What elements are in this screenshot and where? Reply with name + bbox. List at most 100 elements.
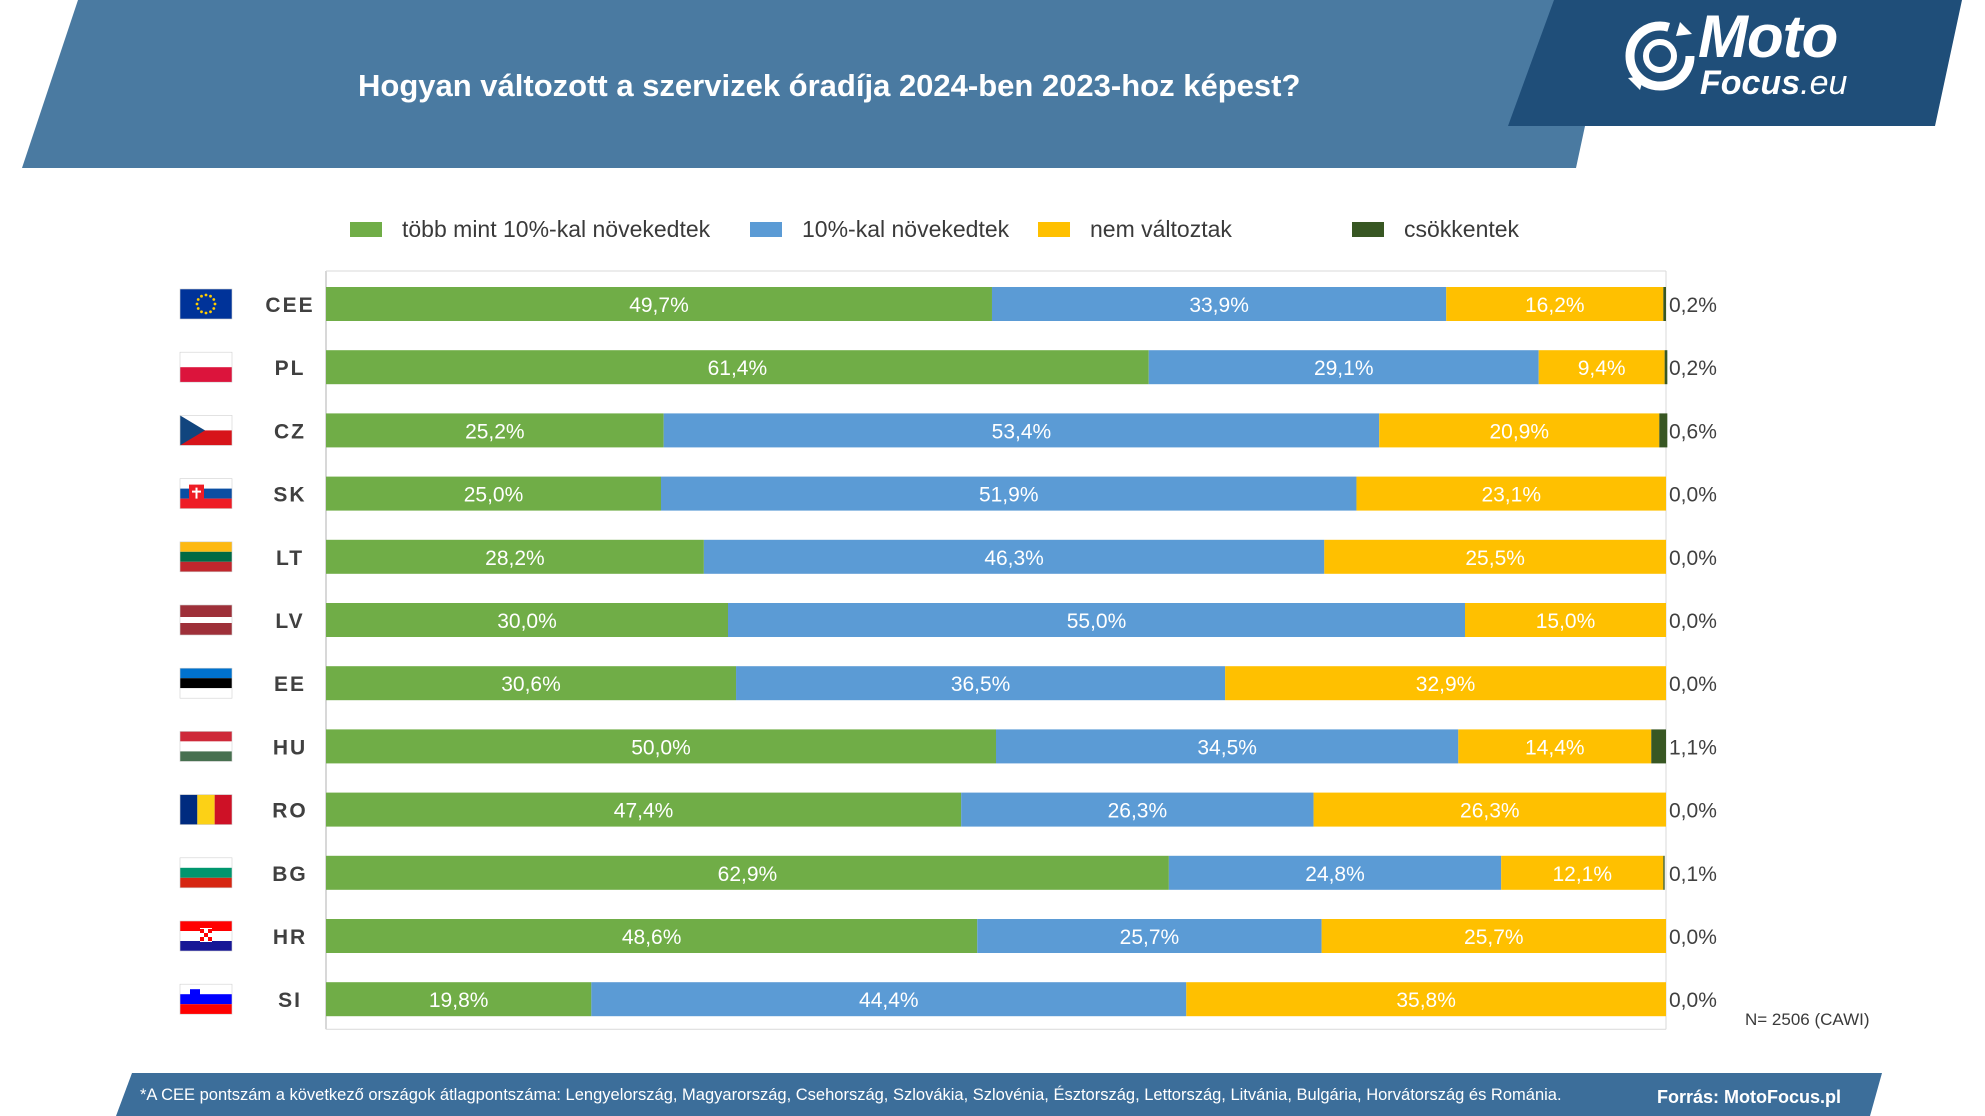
bar-segment — [326, 792, 962, 827]
header-band — [22, 0, 1962, 168]
logo-line2: Focus.eu — [1700, 66, 1847, 100]
category-label: CEE — [265, 294, 314, 317]
data-label: 0,0% — [1669, 926, 1717, 949]
flag-hr-icon — [179, 920, 233, 952]
data-label: 0,0% — [1669, 800, 1717, 823]
category-label: BG — [272, 863, 308, 886]
category-label: CZ — [274, 420, 306, 443]
flag-si-icon — [179, 983, 233, 1015]
data-label: 49,7% — [629, 294, 689, 317]
data-label: 29,1% — [1314, 357, 1374, 380]
bar-segment — [1659, 413, 1668, 448]
category-label: HU — [273, 736, 307, 759]
legend-swatch — [1038, 222, 1070, 237]
data-label: 62,9% — [718, 863, 778, 886]
data-label: 0,0% — [1669, 547, 1717, 570]
footer-band — [116, 1073, 1882, 1116]
legend-item-more-than-10: több mint 10%-kal növekedtek — [350, 216, 710, 243]
legend-item-decreased: csökkentek — [1352, 216, 1519, 243]
data-label: 50,0% — [631, 736, 691, 759]
logo-focus: Focus — [1700, 64, 1801, 102]
data-label: 26,3% — [1460, 800, 1520, 823]
data-label: 16,2% — [1525, 294, 1585, 317]
bar-segment — [996, 729, 1459, 764]
flag-lt-icon — [179, 541, 233, 573]
bar-segment — [991, 287, 1447, 321]
data-label: 25,7% — [1120, 926, 1180, 949]
logo-line1: Moto — [1698, 3, 1838, 70]
data-label: 12,1% — [1552, 863, 1612, 886]
bar-segment — [1148, 350, 1539, 385]
bar-segment — [1186, 982, 1666, 1017]
legend-item-unchanged: nem változtak — [1038, 216, 1232, 243]
flag-ee-icon — [179, 667, 233, 699]
bar-segment — [661, 476, 1357, 511]
data-label: 24,8% — [1305, 863, 1365, 886]
data-label: 23,1% — [1481, 484, 1541, 507]
bar-segment — [1168, 855, 1502, 890]
data-label: 35,8% — [1396, 989, 1456, 1012]
bar-segment — [736, 666, 1226, 701]
data-label: 0,0% — [1669, 610, 1717, 633]
bar-segment — [326, 350, 1149, 385]
chart-title: Hogyan változott a szervizek óradíja 202… — [358, 68, 1301, 103]
bar-segment — [326, 729, 996, 764]
bar-segment — [728, 603, 1465, 637]
sample-size: N= 2506 (CAWI) — [1745, 1010, 1870, 1029]
legend-item-up-to-10: 10%-kal növekedtek — [750, 216, 1009, 243]
data-label: 36,5% — [951, 673, 1011, 696]
bar-segment — [1501, 855, 1664, 890]
bar-segment — [961, 792, 1314, 827]
bar-segment — [326, 413, 664, 448]
flag-pl-icon — [179, 351, 233, 383]
data-label: 1,1% — [1669, 736, 1717, 759]
bar-segment — [1313, 792, 1666, 827]
legend-label: 10%-kal növekedtek — [802, 216, 1010, 242]
category-label: LV — [275, 610, 304, 633]
bar-segment — [326, 539, 704, 574]
legend-label: több mint 10%-kal növekedtek — [402, 216, 711, 242]
category-label: HR — [273, 926, 307, 949]
data-label: 61,4% — [708, 357, 768, 380]
stacked-bar-chart: CEE 49,7% 33,9% 16,2% 0,2% PL 61,4% 29,1% 9,4% 0,… — [179, 270, 1717, 1030]
bar-segment — [326, 603, 728, 637]
bar-segment — [663, 413, 1380, 448]
data-label: 0,2% — [1669, 294, 1717, 317]
data-label: 28,2% — [485, 547, 545, 570]
legend-swatch — [350, 222, 382, 237]
flag-ro-icon — [179, 794, 233, 825]
bar-segment — [1663, 855, 1665, 890]
category-label: RO — [272, 800, 308, 823]
logo: Moto Focus.eu — [1698, 3, 1847, 101]
bar-segment — [326, 666, 737, 701]
bar-segment — [1225, 666, 1666, 701]
data-label: 33,9% — [1189, 294, 1249, 317]
category-label: PL — [275, 357, 306, 380]
flag-eu-icon — [179, 288, 233, 320]
data-label: 9,4% — [1578, 357, 1626, 380]
bar-segment — [1324, 539, 1666, 574]
data-label: 51,9% — [979, 484, 1039, 507]
bar-segment — [1356, 476, 1666, 511]
flag-cz-icon — [179, 415, 233, 446]
flag-sk-icon — [179, 478, 233, 509]
data-label: 15,0% — [1536, 610, 1596, 633]
bar-segment — [1465, 603, 1666, 637]
bar-segment — [326, 287, 992, 321]
data-label: 53,4% — [992, 420, 1052, 443]
category-label: EE — [274, 673, 306, 696]
legend-swatch — [1352, 222, 1384, 237]
data-label: 25,5% — [1465, 547, 1525, 570]
data-label: 25,2% — [465, 420, 525, 443]
data-label: 0,6% — [1669, 420, 1717, 443]
flag-bg-icon — [179, 857, 233, 889]
footer-shape — [116, 1073, 1882, 1116]
bar-segment — [326, 919, 978, 953]
data-label: 19,8% — [429, 989, 489, 1012]
data-label: 55,0% — [1067, 610, 1127, 633]
logo-gear-icon — [1625, 21, 1695, 91]
data-label: 25,7% — [1464, 926, 1524, 949]
bar-segment — [1538, 350, 1665, 385]
data-label: 25,0% — [464, 484, 524, 507]
bar-segment — [1379, 413, 1660, 448]
